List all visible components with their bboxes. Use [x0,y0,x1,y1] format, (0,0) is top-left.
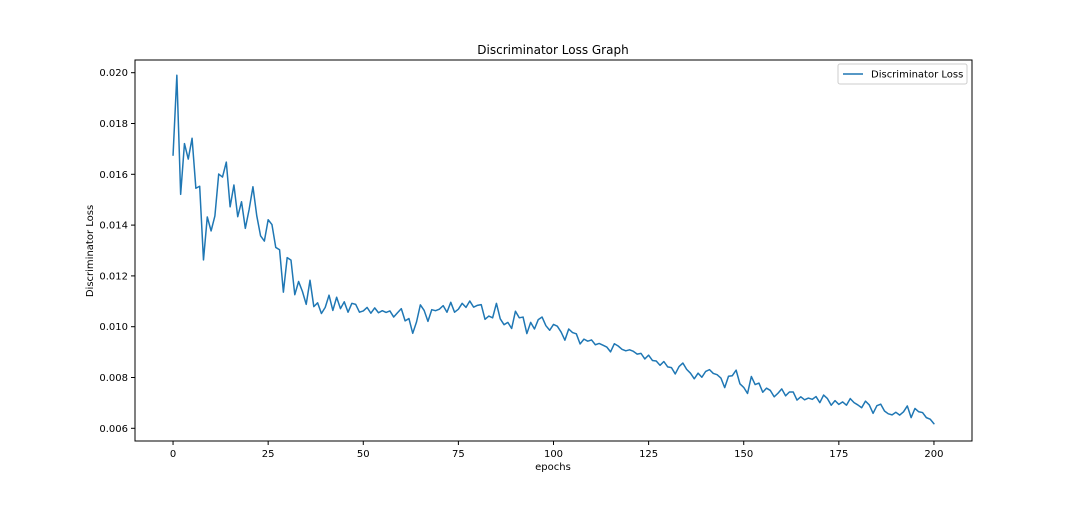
x-tick-label: 200 [924,449,943,460]
y-axis-label: Discriminator Loss [85,205,96,297]
x-tick-label: 125 [639,449,658,460]
x-axis: 0 25 50 75 100 125 150 175 200 [170,441,944,460]
y-tick-label: 0.018 [99,119,128,130]
x-tick-label: 100 [544,449,563,460]
x-axis-label: epochs [535,462,571,473]
y-tick-label: 0.020 [99,68,128,79]
x-tick-label: 175 [829,449,848,460]
x-tick-label: 0 [170,449,176,460]
x-tick-label: 75 [452,449,465,460]
legend-box [837,63,968,85]
y-tick-label: 0.010 [99,322,128,333]
y-tick-label: 0.012 [99,271,128,282]
legend: Discriminator Loss [837,63,968,85]
y-tick-label: 0.008 [99,373,128,384]
x-tick-label: 150 [734,449,753,460]
chart-title: Discriminator Loss Graph [477,43,628,57]
y-tick-label: 0.014 [99,221,128,232]
series-line-discriminator-loss [172,74,935,425]
x-tick-label: 25 [262,449,275,460]
y-axis: 0.006 0.008 0.010 0.012 0.014 0.016 0.018 0.020 [99,68,135,435]
legend-label-discriminator-loss: Discriminator Loss [871,70,963,81]
x-tick-label: 50 [357,449,370,460]
plot-area [172,74,935,425]
y-tick-label: 0.016 [99,170,128,181]
y-tick-label: 0.006 [99,424,128,435]
